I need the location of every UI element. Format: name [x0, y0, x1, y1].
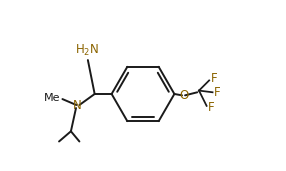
Text: F: F — [214, 86, 221, 99]
Text: F: F — [211, 72, 217, 85]
Text: H$_2$N: H$_2$N — [75, 42, 99, 57]
Text: F: F — [207, 101, 214, 114]
Text: N: N — [73, 99, 82, 112]
Text: O: O — [179, 89, 188, 102]
Text: Me: Me — [43, 93, 60, 103]
